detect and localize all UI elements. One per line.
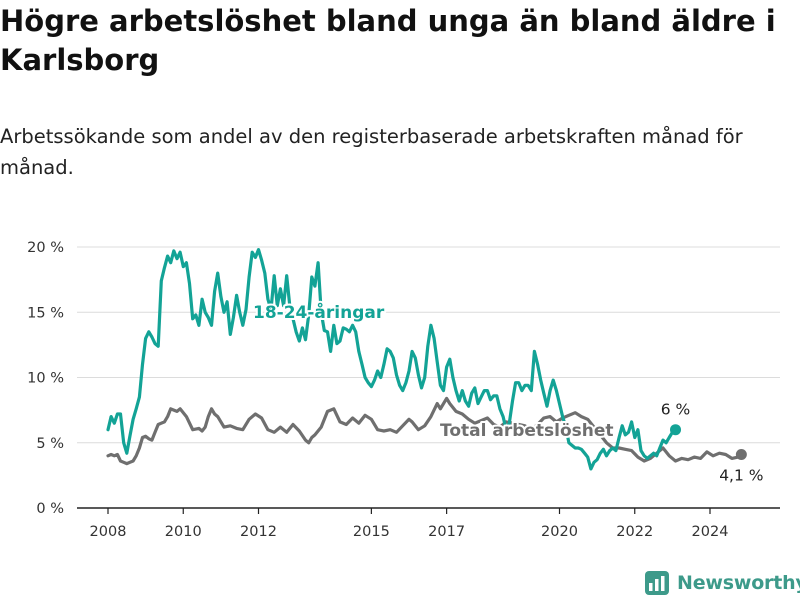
series-end-point	[735, 448, 747, 460]
series-labels: Total arbetslöshet 18-24-åringar 4,1 % 6 %	[251, 299, 765, 486]
series-name-label: Total arbetslöshet	[440, 421, 614, 441]
brand-logo: Newsworthy	[645, 569, 800, 597]
y-tick-label: 20 %	[27, 240, 64, 256]
series-line-0	[106, 396, 743, 466]
y-tick-label: 10 %	[27, 371, 64, 387]
chart-subtitle: Arbetssökande som andel av den registerb…	[0, 125, 743, 179]
y-tick-label: 5 %	[36, 436, 64, 452]
series-lines	[106, 248, 747, 471]
axis-labels: 0 % 5 % 10 % 15 % 20 % 2008 2010 2012 2015 2017 20…	[27, 240, 728, 540]
brand-name: Newsworthy	[677, 572, 800, 594]
series-end-value-label: 6 %	[661, 401, 691, 419]
x-tick-label: 2017	[428, 524, 465, 540]
x-tick-label: 2024	[692, 524, 729, 540]
x-tick-label: 2012	[240, 524, 277, 540]
series-line-1	[106, 248, 678, 471]
series-name-label: 18-24-åringar	[253, 301, 385, 323]
x-tick-label: 2020	[541, 524, 578, 540]
x-tick-label: 2015	[353, 524, 390, 540]
series-end-point	[670, 424, 682, 436]
x-tick-label: 2008	[90, 524, 127, 540]
x-tick-label: 2010	[165, 524, 202, 540]
y-tick-label: 0 %	[36, 501, 64, 517]
series-end-value-label: 4,1 %	[719, 466, 763, 484]
y-tick-label: 15 %	[27, 305, 64, 321]
x-tick-label: 2022	[616, 524, 653, 540]
bar-chart-logo-icon	[645, 571, 669, 595]
chart-title: Högre arbetslöshet bland unga än bland ä…	[0, 4, 776, 77]
grid-lines	[77, 246, 780, 509]
